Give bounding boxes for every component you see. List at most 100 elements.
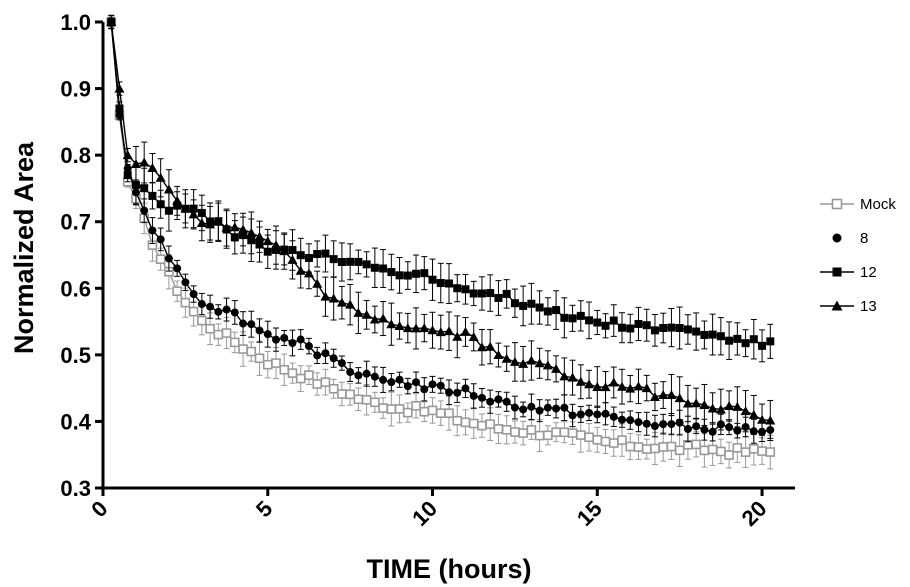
- data-point: [156, 200, 165, 209]
- data-point: [708, 330, 717, 339]
- legend-item-13: 13: [820, 298, 877, 315]
- data-point: [115, 104, 124, 113]
- data-point: [576, 430, 586, 440]
- data-point: [560, 403, 569, 412]
- data-point: [765, 415, 776, 425]
- legend-marker: [831, 300, 843, 311]
- data-point: [502, 289, 511, 298]
- data-point: [271, 358, 281, 368]
- legend-label: 8: [860, 230, 868, 247]
- data-point: [155, 172, 166, 182]
- data-point: [552, 306, 561, 315]
- data-point: [741, 339, 750, 348]
- data-point: [205, 219, 216, 229]
- data-point: [362, 260, 371, 269]
- data-point: [674, 445, 685, 456]
- y-tick-label: 0.6: [60, 276, 91, 301]
- data-point: [379, 375, 388, 384]
- data-point: [172, 286, 182, 296]
- data-point: [461, 285, 470, 294]
- data-point: [419, 323, 430, 333]
- data-point: [692, 422, 701, 431]
- data-point: [163, 184, 174, 194]
- y-tick-label: 0.3: [60, 476, 91, 501]
- data-point: [700, 330, 709, 339]
- data-point: [535, 303, 544, 312]
- data-point: [567, 372, 578, 382]
- data-point: [675, 324, 684, 333]
- data-point: [486, 289, 495, 298]
- data-point: [271, 240, 281, 250]
- markers: [106, 17, 776, 425]
- y-tick-label: 0.4: [60, 409, 91, 434]
- data-point: [642, 419, 651, 428]
- x-tick-label: 5: [251, 496, 277, 522]
- data-point: [460, 417, 471, 428]
- data-point: [180, 297, 191, 308]
- data-point: [345, 299, 356, 309]
- data-point: [502, 397, 511, 406]
- legend-label: 13: [860, 298, 877, 315]
- data-point: [585, 316, 594, 325]
- data-point: [412, 378, 421, 387]
- data-point: [419, 406, 430, 417]
- data-point: [600, 382, 611, 392]
- data-point: [262, 236, 273, 246]
- data-point: [148, 226, 157, 235]
- data-point: [114, 83, 125, 93]
- data-point: [600, 436, 611, 447]
- data-point: [584, 432, 594, 443]
- data-point: [485, 419, 495, 429]
- data-point: [626, 324, 635, 333]
- data-point: [387, 268, 396, 277]
- data-point: [435, 408, 446, 418]
- data-point: [337, 359, 346, 368]
- data-point: [585, 408, 594, 417]
- legend-label: Mock: [860, 196, 896, 213]
- data-point: [494, 293, 503, 302]
- data-point: [682, 398, 693, 408]
- data-point: [551, 363, 562, 373]
- y-axis-title: Normalized Area: [9, 141, 39, 354]
- y-tick-label: 0.5: [60, 343, 91, 368]
- data-point: [196, 218, 207, 228]
- data-point: [543, 403, 552, 412]
- data-point: [625, 441, 636, 452]
- data-point: [758, 341, 767, 350]
- data-point: [707, 403, 718, 413]
- data-point: [387, 378, 396, 387]
- data-point: [460, 326, 471, 336]
- data-point: [519, 405, 528, 414]
- data-point: [691, 439, 701, 450]
- data-point: [378, 313, 389, 323]
- data-point: [173, 264, 182, 273]
- data-point: [395, 271, 404, 280]
- data-point: [757, 446, 767, 456]
- data-point: [469, 289, 478, 298]
- data-point: [740, 447, 751, 457]
- data-point: [336, 297, 347, 307]
- y-tick-label: 0.9: [60, 77, 91, 102]
- data-point: [222, 305, 231, 314]
- data-point: [403, 382, 412, 391]
- data-point: [667, 323, 676, 332]
- data-point: [461, 384, 470, 393]
- data-point: [246, 346, 257, 357]
- data-point: [732, 443, 743, 453]
- data-point: [650, 443, 660, 454]
- data-point: [666, 441, 677, 452]
- data-point: [206, 302, 215, 311]
- legend-marker: [832, 233, 842, 243]
- data-point: [353, 307, 364, 317]
- data-point: [765, 447, 776, 457]
- data-point: [618, 415, 626, 424]
- series-layer: [106, 14, 776, 470]
- data-point: [658, 442, 668, 452]
- data-point: [180, 203, 191, 213]
- markers: [107, 18, 775, 436]
- data-point: [303, 268, 314, 278]
- data-point: [262, 359, 273, 370]
- data-point: [527, 299, 536, 308]
- data-point: [213, 216, 224, 226]
- data-point: [172, 195, 183, 205]
